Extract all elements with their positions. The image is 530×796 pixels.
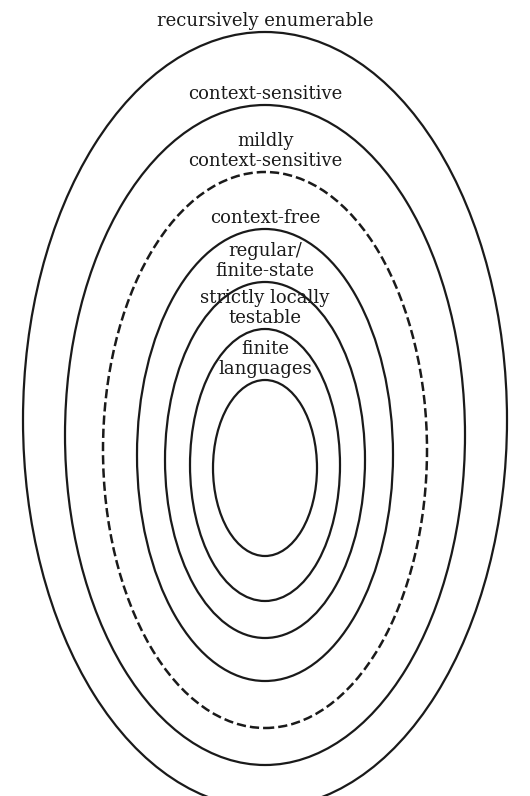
Text: context-free: context-free bbox=[210, 209, 320, 228]
Text: regular/
finite-state: regular/ finite-state bbox=[216, 242, 314, 280]
Text: recursively enumerable: recursively enumerable bbox=[157, 13, 373, 30]
Text: mildly
context-sensitive: mildly context-sensitive bbox=[188, 131, 342, 170]
Text: finite
languages: finite languages bbox=[218, 340, 312, 378]
Text: strictly locally
testable: strictly locally testable bbox=[200, 289, 330, 327]
Text: context-sensitive: context-sensitive bbox=[188, 85, 342, 103]
